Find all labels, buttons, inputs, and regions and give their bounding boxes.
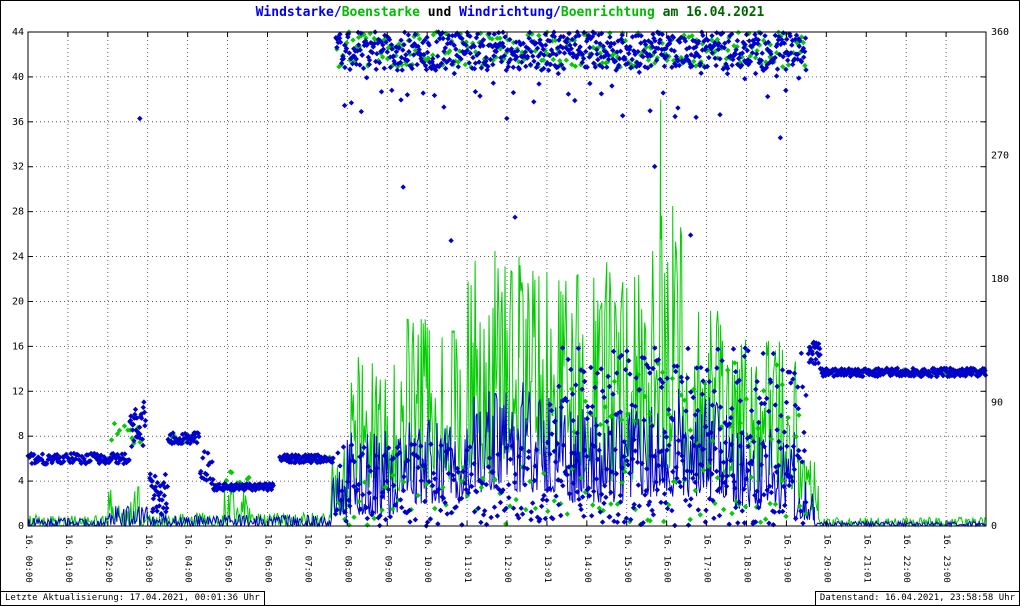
- x-tick-label: 16. 03:00: [143, 534, 153, 583]
- y-right-tick-label: 0: [991, 521, 997, 532]
- x-tick-label: 16. 17:00: [702, 534, 712, 583]
- x-tick-label: 16. 00:00: [23, 534, 33, 583]
- chart-title-part: Boenstarke: [341, 5, 420, 20]
- x-tick-label: 16. 21:01: [861, 534, 871, 583]
- x-tick-label: 16. 08:00: [342, 534, 352, 583]
- chart-title-part: und: [419, 5, 460, 20]
- x-tick-label: 16. 15:00: [622, 534, 632, 583]
- x-tick-label: 16. 04:00: [183, 534, 193, 583]
- y-left-tick-label: 16: [12, 341, 24, 352]
- y-left-tick-label: 24: [12, 252, 24, 263]
- y-left-tick-label: 20: [12, 296, 24, 307]
- y-left-tick-label: 0: [18, 521, 24, 532]
- x-tick-label: 16. 12:00: [502, 534, 512, 583]
- x-tick-label: 16. 23:00: [941, 534, 951, 583]
- chart-title: Windstarke/Boenstarke und Windrichtung/B…: [1, 5, 1019, 20]
- x-tick-label: 16. 11:01: [462, 534, 472, 583]
- y-right-tick-label: 90: [991, 398, 1003, 409]
- data-timestamp-text: Datenstand: 16.04.2021, 23:58:58 Uhr: [814, 591, 1019, 605]
- x-tick-label: 16. 07:00: [302, 534, 312, 583]
- y-right-tick-label: 270: [991, 151, 1009, 162]
- y-left-tick-label: 4: [18, 476, 24, 487]
- y-left-tick-label: 40: [12, 72, 24, 83]
- y-left-tick-label: 32: [12, 162, 24, 173]
- y-left-tick-label: 44: [12, 27, 24, 38]
- x-tick-label: 16. 05:00: [223, 534, 233, 583]
- x-tick-label: 16. 19:00: [781, 534, 791, 583]
- chart-title-part: am 16.04.2021: [654, 5, 765, 20]
- x-tick-label: 16. 01:00: [63, 534, 73, 583]
- chart-title-part: Boenrichtung: [560, 5, 655, 20]
- x-tick-label: 16. 06:00: [263, 534, 273, 583]
- x-tick-label: 16. 10:00: [422, 534, 432, 583]
- x-tick-label: 16. 09:00: [382, 534, 392, 583]
- x-tick-label: 16. 18:00: [742, 534, 752, 583]
- x-tick-label: 16. 14:00: [582, 534, 592, 583]
- y-left-tick-label: 28: [12, 207, 24, 218]
- x-tick-label: 16. 22:00: [901, 534, 911, 583]
- y-left-tick-label: 36: [12, 117, 24, 128]
- x-tick-label: 16. 13:01: [542, 534, 552, 583]
- last-update-text: Letzte Aktualisierung: 17.04.2021, 00:01…: [1, 591, 265, 605]
- x-tick-label: 16. 16:00: [662, 534, 672, 583]
- tick-layer: [27, 31, 986, 527]
- x-tick-label: 16. 02:00: [103, 534, 113, 583]
- y-left-tick-label: 8: [18, 431, 24, 442]
- series-windstarke-line: [27, 382, 987, 528]
- chart-title-part: Windstarke/: [255, 5, 342, 20]
- y-right-tick-label: 360: [991, 27, 1009, 38]
- label-layer: 0 4 8 12 16 20 24 28 32 36 40 44 0 90 180 270 360 16. 00:…: [12, 27, 1009, 583]
- y-left-tick-label: 12: [12, 386, 24, 397]
- y-right-tick-label: 180: [991, 274, 1009, 285]
- x-tick-label: 16. 20:00: [821, 534, 831, 583]
- chart-title-part: Windrichtung/: [459, 5, 561, 20]
